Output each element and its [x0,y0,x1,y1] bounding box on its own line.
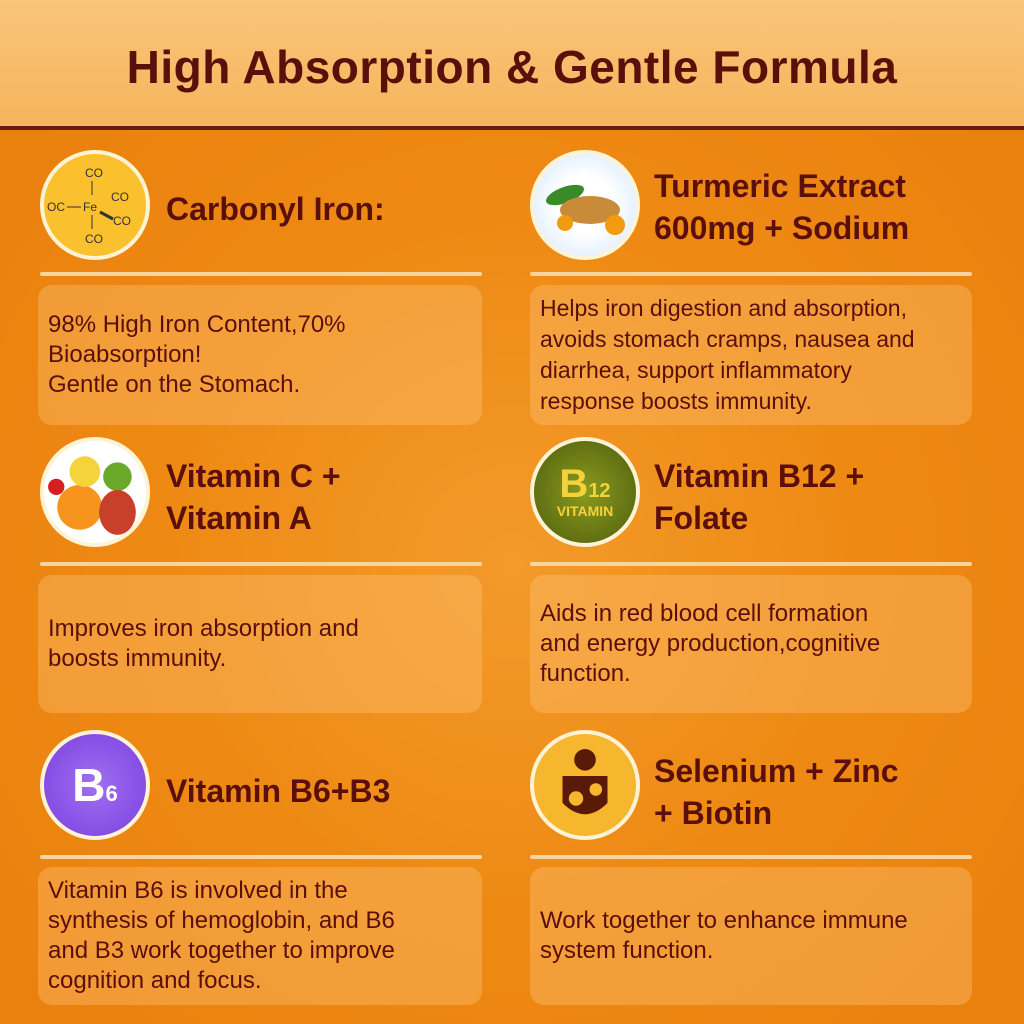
card-text: Improves iron absorption and boosts immu… [48,615,359,672]
card-heading-b6-b3: Vitamin B6+B3 [166,773,391,809]
svg-text:Fe: Fe [83,200,97,214]
card-text: Helps iron digestion and absorption, avo… [540,295,915,414]
card-text-box: Vitamin B6 is involved in the synthesis … [38,867,482,1005]
card-heading-carbonyl-iron: Carbonyl Iron: [166,191,385,227]
card-heading-vitamin-c-a: Vitamin C + Vitamin A [166,458,341,536]
svg-text:CO: CO [111,190,129,204]
card-text-box: Helps iron digestion and absorption, avo… [530,285,972,425]
divider [40,562,482,566]
card-heading-turmeric: Turmeric Extract 600mg + Sodium [654,168,910,246]
card-heading-b12-folate: Vitamin B12 + Folate [654,458,865,536]
immune-shield-icon [530,730,640,840]
divider [530,562,972,566]
card-text: Aids in red blood cell formation and ene… [540,600,881,687]
divider [40,855,482,859]
card-text-box: Improves iron absorption and boosts immu… [38,575,482,713]
card-text-box: Work together to enhance immune system f… [530,867,972,1005]
page-title: High Absorption & Gentle Formula [126,41,898,93]
svg-text:CO: CO [85,232,103,246]
card-text-box: 98% High Iron Content,70% Bioabsorption!… [38,285,482,425]
card-heading-selenium-zinc-biotin: Selenium + Zinc + Biotin [654,753,899,831]
divider [40,272,482,276]
header-band [0,0,1024,130]
carbonyl-iron-molecule-icon: CO OC Fe CO CO CO [40,150,150,260]
card-text: 98% High Iron Content,70% Bioabsorption!… [48,311,346,398]
b6-icon: B6 [40,730,150,840]
divider [530,272,972,276]
card-text: Vitamin B6 is involved in the synthesis … [48,877,395,994]
svg-text:CO: CO [113,214,131,228]
card-text-box: Aids in red blood cell formation and ene… [530,575,972,713]
divider [530,855,972,859]
fruits-icon [40,437,150,547]
b12-vitamin-icon: B12 VITAMIN [530,437,640,547]
svg-text:OC: OC [47,200,65,214]
svg-text:CO: CO [85,166,103,180]
card-text: Work together to enhance immune system f… [540,907,908,964]
turmeric-icon [530,150,640,260]
